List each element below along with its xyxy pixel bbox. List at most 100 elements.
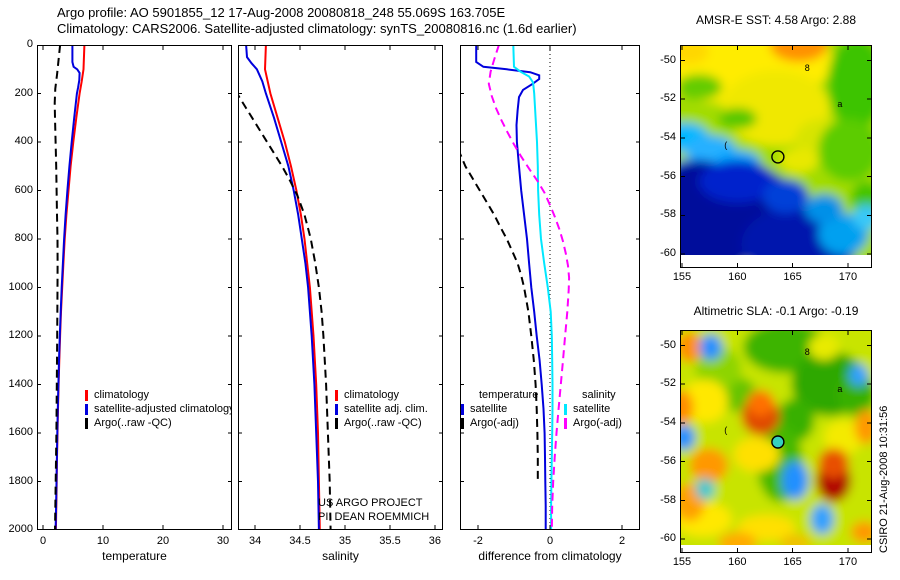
tick-label: 36 [428, 535, 442, 547]
legend-line-sample [461, 417, 464, 429]
legend-label: climatology [94, 389, 150, 401]
legend-label: Argo(..raw -QC) [94, 417, 172, 429]
legend-line-sample [85, 417, 88, 429]
project-credit-line1: US ARGO PROJECT [318, 497, 423, 509]
argo-position-marker [771, 150, 785, 164]
legend-label: Argo(..raw -QC) [344, 417, 422, 429]
tick-label: 0 [26, 38, 33, 50]
tick-label: -54 [660, 416, 676, 428]
salinity-axis-label: salinity [322, 549, 359, 563]
tick-label: 170 [838, 556, 858, 568]
tick-label: 20 [156, 535, 170, 547]
legend-line-sample [335, 403, 338, 415]
legend-line-sample [335, 417, 338, 429]
legend-item-argo-adj: Argo(-adj) [564, 416, 622, 430]
legend-item-satellite: satellite [564, 402, 622, 416]
tick-label: -54 [660, 130, 676, 143]
csiro-timestamp: CSIRO 21-Aug-2008 10:31:56 [878, 405, 890, 553]
tick-label: 0 [39, 535, 47, 547]
legend-line-sample [564, 403, 567, 415]
legend-header-salinity: salinity [564, 388, 622, 402]
tick-label: 0 [546, 535, 554, 547]
project-credit: US ARGO PROJECT PI: DEAN ROEMMICH [318, 496, 429, 524]
tick-label: -50 [660, 338, 676, 351]
legend-line-sample [564, 417, 567, 429]
tick-label: -52 [660, 377, 676, 390]
legend-label: satellite adj. clim. [344, 403, 428, 415]
legend-item-satellite: satellite [461, 402, 538, 416]
legend-header-label: salinity [582, 389, 616, 401]
difference-profile-panel [460, 45, 640, 530]
legend-item-satellite-adjusted: satellite-adjusted climatology [85, 402, 232, 416]
tick-label: 165 [783, 556, 802, 568]
legend-item-climatology: climatology [335, 388, 428, 402]
temperature-profile-panel [37, 45, 232, 530]
tick-label: 800 [14, 232, 33, 244]
float-marker-glyph: a [837, 99, 842, 109]
tick-label: 160 [728, 271, 747, 283]
float-marker-glyph: 8 [805, 63, 810, 73]
tick-label: -60 [660, 247, 676, 259]
legend-label: satellite-adjusted climatology [94, 403, 232, 415]
tick-label: 2 [618, 535, 626, 547]
sla-map-panel: 8 a ( [680, 330, 872, 553]
tick-label: -56 [660, 454, 676, 467]
difference-temperature-legend: temperature satellite Argo(-adj) [461, 388, 538, 430]
tick-label: 400 [14, 135, 33, 147]
tick-label: -56 [660, 169, 676, 182]
argo-position-marker [771, 435, 785, 449]
tick-label: 10 [96, 535, 110, 547]
legend-line-sample [85, 389, 88, 401]
temperature-axis-label: temperature [102, 549, 167, 563]
figure-title-line2: Climatology: CARS2006. Satellite-adjuste… [57, 21, 577, 36]
sst-map-panel: 8 a ( [680, 45, 872, 268]
float-marker-glyph: 8 [805, 347, 810, 357]
tick-label: -58 [660, 493, 676, 506]
tick-label: 1200 [8, 329, 33, 341]
tick-label: 1000 [8, 280, 33, 293]
project-credit-line2: PI: DEAN ROEMMICH [318, 511, 430, 523]
tick-label: -2 [473, 535, 483, 547]
legend-header-temperature: temperature [461, 388, 538, 402]
float-marker-glyph: a [837, 384, 842, 394]
legend-label: climatology [344, 389, 400, 401]
sst-map-title: AMSR-E SST: 4.58 Argo: 2.88 [695, 13, 857, 27]
legend-label: satellite [573, 403, 611, 415]
tick-label: 35 [338, 535, 352, 547]
tick-label: -58 [660, 208, 676, 221]
tick-label: -50 [660, 53, 676, 66]
legend-item-argo-adj: Argo(-adj) [461, 416, 538, 430]
float-marker-glyph: ( [724, 140, 727, 150]
float-marker-glyph: ( [724, 425, 727, 435]
tick-label: 200 [14, 86, 33, 99]
tick-label: 1600 [8, 426, 33, 438]
tick-label: 34 [248, 535, 262, 547]
temperature-legend: climatology satellite-adjusted climatolo… [85, 388, 232, 430]
tick-label: 34.5 [289, 535, 311, 547]
legend-line-sample [461, 403, 464, 415]
tick-label: 155 [672, 556, 692, 568]
legend-header-label: temperature [479, 389, 539, 401]
legend-item-satellite-adj-clim: satellite adj. clim. [335, 402, 428, 416]
figure-title-line1: Argo profile: AO 5901855_12 17-Aug-2008 … [57, 5, 506, 20]
salinity-profile-panel [238, 45, 443, 530]
legend-label: Argo(-adj) [573, 417, 622, 429]
difference-axis-label: difference from climatology [478, 549, 622, 563]
tick-label: 165 [783, 271, 802, 283]
tick-label: 1800 [8, 474, 33, 487]
tick-label: 30 [216, 535, 230, 547]
tick-label: -52 [660, 92, 676, 105]
salinity-legend: climatology satellite adj. clim. Argo(..… [335, 388, 428, 430]
tick-label: 1400 [8, 377, 33, 390]
legend-line-sample [85, 403, 88, 415]
tick-label: 600 [14, 183, 33, 196]
sla-map-title: Altimetric SLA: -0.1 Argo: -0.19 [693, 304, 859, 318]
legend-item-argo-raw: Argo(..raw -QC) [85, 416, 232, 430]
tick-label: 35.5 [379, 535, 401, 547]
tick-label: 170 [838, 271, 858, 283]
difference-salinity-legend: salinity satellite Argo(-adj) [564, 388, 622, 430]
tick-label: 160 [728, 556, 747, 568]
legend-line-sample [335, 389, 338, 401]
legend-label: satellite [470, 403, 508, 415]
